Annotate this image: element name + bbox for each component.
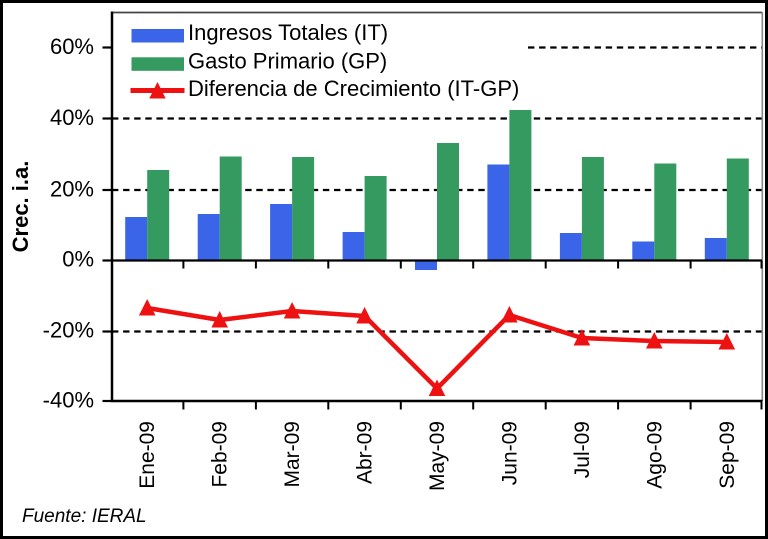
svg-text:40%: 40% <box>50 105 94 130</box>
svg-text:Diferencia de Crecimiento (IT-: Diferencia de Crecimiento (IT-GP) <box>188 76 519 101</box>
svg-text:Crec. i.a.: Crec. i.a. <box>8 161 33 253</box>
svg-text:0%: 0% <box>62 247 94 272</box>
svg-text:Gasto Primario (GP): Gasto Primario (GP) <box>188 49 387 74</box>
svg-text:Ingresos Totales (IT): Ingresos Totales (IT) <box>188 20 388 45</box>
svg-text:Fuente: IERAL: Fuente: IERAL <box>22 506 147 527</box>
svg-text:Mar-09: Mar-09 <box>281 421 304 488</box>
svg-text:20%: 20% <box>50 177 94 202</box>
svg-text:Sep-09: Sep-09 <box>716 421 739 489</box>
svg-text:Feb-09: Feb-09 <box>209 421 232 488</box>
svg-text:Jun-09: Jun-09 <box>498 421 521 485</box>
svg-text:May-09: May-09 <box>426 421 449 491</box>
svg-text:Ene-09: Ene-09 <box>136 421 159 489</box>
svg-text:Abr-09: Abr-09 <box>354 421 377 484</box>
svg-text:Ago-09: Ago-09 <box>643 421 666 489</box>
svg-text:-20%: -20% <box>43 318 94 343</box>
svg-text:-40%: -40% <box>43 388 94 413</box>
svg-text:60%: 60% <box>50 34 94 59</box>
svg-text:Jul-09: Jul-09 <box>571 421 594 478</box>
